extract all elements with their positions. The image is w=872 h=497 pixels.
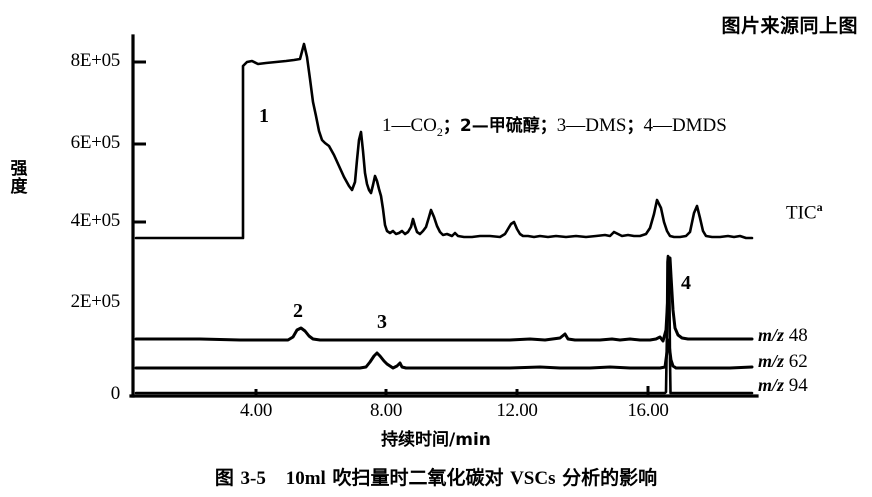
- caption-text-d: 分析的影响: [562, 467, 658, 489]
- trace-mz62: [134, 338, 754, 370]
- caption-volume: 10ml: [285, 468, 326, 489]
- x-axis-label-text: 持续时间/min: [381, 430, 491, 450]
- trace-label-mz62: m/z 62: [758, 351, 808, 373]
- mz-value-94: 94: [788, 375, 808, 396]
- peak-label-3: 3: [377, 311, 387, 333]
- trace-mz48: [134, 256, 754, 343]
- x-tick-label-12: 12.00: [496, 400, 538, 421]
- y-tick-label-800000: 8E+05: [70, 50, 121, 71]
- legend-sep-2: ；: [539, 116, 557, 136]
- y-tick-label-200000: 2E+05: [70, 291, 121, 312]
- peak-legend: 1—CO2；2—甲硫醇；3—DMS；4—DMDS: [382, 115, 727, 139]
- y-tick-label-600000: 6E+05: [70, 132, 121, 153]
- mz-prefix-62: m/z: [758, 351, 785, 371]
- trace-tic: [134, 42, 754, 240]
- caption-fig-number: 3-5: [240, 468, 266, 489]
- peak-label-4: 4: [681, 272, 691, 294]
- x-tick-label-4: 4.00: [239, 400, 273, 421]
- y-axis-ticks: [133, 60, 146, 224]
- y-tick-label-400000: 4E+05: [70, 210, 121, 231]
- trace-mz94: [134, 254, 754, 395]
- x-tick-label-8: 8.00: [369, 400, 403, 421]
- y-axis-label: 强度: [10, 159, 28, 197]
- peak-label-1: 1: [259, 105, 269, 127]
- legend-sep-3: ；: [626, 116, 644, 136]
- trace-label-tic: TICa: [786, 200, 823, 224]
- legend-sep-1: ；: [442, 116, 460, 136]
- mz-value-62: 62: [788, 351, 808, 372]
- trace-label-tic-text: TIC: [786, 202, 817, 224]
- peak-label-2: 2: [293, 300, 303, 322]
- x-axis-label: 持续时间/min: [0, 425, 872, 450]
- axis-lines: [129, 34, 759, 398]
- trace-label-tic-footnote: a: [816, 200, 823, 214]
- legend-item-2: 2—甲硫醇: [459, 116, 540, 136]
- source-note: 图片来源同上图: [721, 15, 858, 37]
- x-tick-label-16: 16.00: [627, 400, 669, 421]
- caption-text-b: 吹扫量时二氧化碳对: [332, 467, 504, 489]
- legend-item-1-name: CO: [410, 115, 437, 136]
- legend-item-3: 3—DMS: [556, 115, 627, 136]
- mz-prefix-94: m/z: [758, 375, 785, 395]
- figure-caption: 图 3-5 10ml 吹扫量时二氧化碳对 VSCs 分析的影响: [0, 463, 872, 490]
- trace-label-mz48: m/z 48: [758, 325, 808, 347]
- trace-label-mz94: m/z 94: [758, 375, 808, 397]
- legend-item-1-sub: 2: [436, 124, 443, 139]
- caption-vscs: VSCs: [510, 468, 556, 489]
- legend-item-1-id: 1: [382, 115, 392, 136]
- caption-fig-word: 图: [214, 467, 234, 489]
- y-tick-label-0: 0: [110, 383, 121, 404]
- mz-prefix-48: m/z: [758, 325, 785, 345]
- mz-value-48: 48: [788, 325, 808, 346]
- legend-item-4: 4—DMDS: [643, 115, 727, 136]
